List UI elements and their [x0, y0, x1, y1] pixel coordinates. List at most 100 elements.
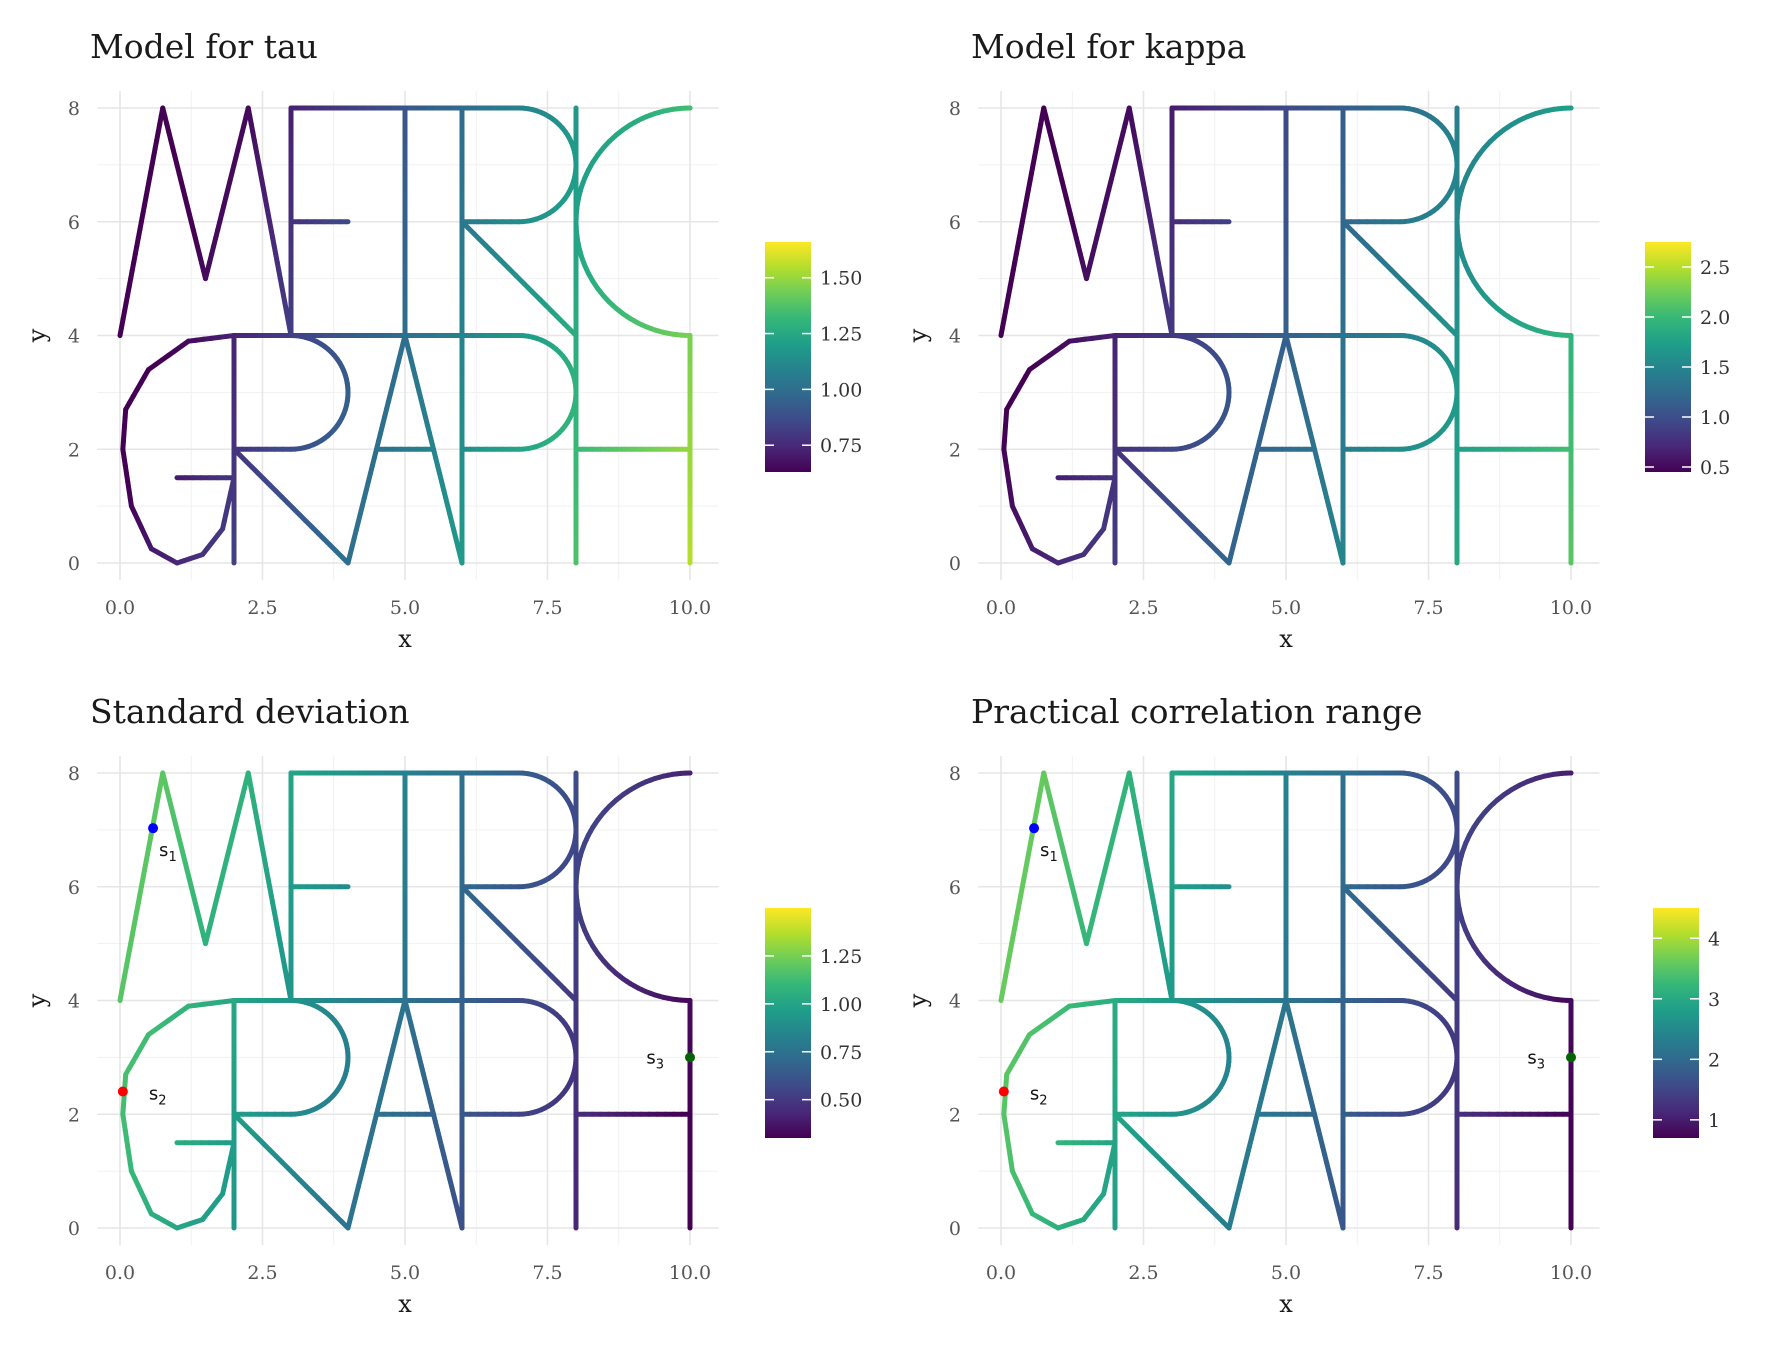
y-tick-label: 8: [949, 98, 961, 120]
x-tick-label: 5.0: [390, 1262, 420, 1284]
x-tick-label: 7.5: [532, 1262, 562, 1284]
y-tick-label: 8: [949, 763, 961, 785]
location-label-s1: s1: [1040, 840, 1058, 865]
y-tick-label: 2: [949, 439, 961, 461]
location-point-s2: [998, 1086, 1009, 1097]
x-tick-label: 5.0: [390, 597, 420, 619]
y-tick-label: 8: [68, 98, 80, 120]
location-label-s3: s3: [1527, 1047, 1545, 1072]
network-segment: [1110, 475, 1118, 488]
colorbar: 0.5 1.0 1.5 2.0 2.5: [1645, 242, 1730, 479]
colorbar-tick-label: 4: [1708, 928, 1720, 950]
location-point-s3: [1566, 1052, 1576, 1063]
colorbar-tick-label: 1.25: [820, 324, 862, 346]
y-tick-label: 2: [949, 1104, 961, 1126]
colorbar-tick-label: 0.75: [820, 1042, 862, 1064]
colorbar-tick-label: 1.00: [820, 379, 862, 401]
x-tick-label: 2.5: [247, 597, 277, 619]
y-tick-label: 4: [949, 326, 961, 348]
y-tick-label: 8: [68, 763, 80, 785]
location-label-s2: s2: [149, 1084, 167, 1109]
panel-title: Model for kappa: [971, 27, 1246, 66]
colorbar: 0.50 0.75 1.00 1.25: [765, 908, 862, 1138]
network-segment: [1338, 552, 1346, 566]
colorbar-tick-label: 0.50: [820, 1090, 862, 1112]
network-segment: [1338, 1217, 1346, 1231]
y-tick-label: 0: [68, 1218, 80, 1240]
x-axis-label: x: [1279, 1290, 1293, 1318]
location-label-s2: s2: [1030, 1084, 1048, 1109]
location-point-s3: [685, 1052, 695, 1063]
y-tick-label: 4: [68, 991, 80, 1013]
x-axis-label: x: [398, 625, 412, 653]
network-segment: [1110, 1140, 1118, 1153]
y-tick-label: 2: [68, 439, 80, 461]
y-tick-label: 6: [949, 212, 961, 234]
x-tick-label: 0.0: [105, 1262, 135, 1284]
colorbar-tick-label: 2.0: [1700, 307, 1730, 329]
colorbar-gradient: [1653, 908, 1699, 1138]
x-tick-label: 10.0: [669, 1262, 711, 1284]
x-tick-label: 2.5: [1128, 597, 1158, 619]
x-tick-label: 2.5: [247, 1262, 277, 1284]
panel-practical-correlation-range: Practical correlation range x y 0.0 2.5 5.…: [904, 692, 1720, 1318]
colorbar-tick-label: 1.25: [820, 946, 862, 968]
x-axis-label: x: [398, 1290, 412, 1318]
panel-title: Model for tau: [90, 27, 318, 66]
colorbar-gradient: [765, 242, 811, 472]
y-tick-label: 6: [68, 212, 80, 234]
network-segment: [229, 1140, 237, 1153]
y-tick-label: 2: [68, 1104, 80, 1126]
y-axis-label: y: [904, 993, 932, 1008]
colorbar-tick-label: 2.5: [1700, 257, 1730, 279]
x-tick-label: 5.0: [1271, 597, 1301, 619]
x-tick-label: 7.5: [1413, 597, 1443, 619]
y-tick-label: 0: [949, 553, 961, 575]
location-point-s1: [148, 823, 159, 834]
panel-model-for-tau: Model for tau x y 0.0 2.5 5.0 7.5 10.0 0 2 4 6 8 0…: [23, 27, 862, 653]
x-tick-label: 2.5: [1128, 1262, 1158, 1284]
network-segment: [457, 552, 465, 566]
colorbar-tick-label: 0.75: [820, 435, 862, 457]
x-axis-label: x: [1279, 625, 1293, 653]
colorbar-gradient: [765, 908, 811, 1138]
colorbar-tick-label: 1: [1708, 1110, 1720, 1132]
y-tick-label: 0: [949, 1218, 961, 1240]
colorbar: 0.75 1.00 1.25 1.50: [765, 242, 862, 472]
colorbar-tick-label: 1.0: [1700, 407, 1730, 429]
location-point-s1: [1029, 823, 1040, 834]
y-tick-label: 4: [68, 326, 80, 348]
network-lines: [117, 770, 693, 1231]
x-tick-label: 7.5: [1413, 1262, 1443, 1284]
y-axis-label: y: [23, 328, 51, 343]
x-tick-label: 10.0: [1550, 597, 1592, 619]
x-tick-label: 0.0: [986, 597, 1016, 619]
colorbar-tick-label: 1.00: [820, 994, 862, 1016]
location-label-s3: s3: [646, 1047, 664, 1072]
location-label-s1: s1: [159, 840, 177, 865]
network-segment: [457, 1217, 465, 1231]
y-tick-label: 6: [68, 877, 80, 899]
colorbar-tick-label: 1.5: [1700, 357, 1730, 379]
panel-standard-deviation: Standard deviation x y 0.0 2.5 5.0 7.5 10.0 0…: [23, 692, 862, 1318]
y-axis-label: y: [904, 328, 932, 343]
colorbar-tick-label: 3: [1708, 989, 1720, 1011]
x-tick-label: 10.0: [1550, 1262, 1592, 1284]
y-tick-label: 4: [949, 991, 961, 1013]
x-tick-label: 0.0: [986, 1262, 1016, 1284]
y-tick-label: 0: [68, 553, 80, 575]
colorbar-gradient: [1645, 242, 1691, 472]
colorbar-tick-label: 0.5: [1700, 457, 1730, 479]
panel-model-for-kappa: Model for kappa x y 0.0 2.5 5.0 7.5 10.0 0 2 4 6…: [904, 27, 1730, 653]
network-lines: [998, 770, 1574, 1231]
panel-title: Standard deviation: [90, 692, 409, 731]
x-tick-label: 10.0: [669, 597, 711, 619]
x-tick-label: 7.5: [532, 597, 562, 619]
location-point-s2: [117, 1086, 128, 1097]
colorbar-tick-label: 1.50: [820, 268, 862, 290]
network-lines: [117, 105, 693, 566]
panel-title: Practical correlation range: [971, 692, 1423, 731]
x-tick-label: 5.0: [1271, 1262, 1301, 1284]
y-axis-label: y: [23, 993, 51, 1008]
